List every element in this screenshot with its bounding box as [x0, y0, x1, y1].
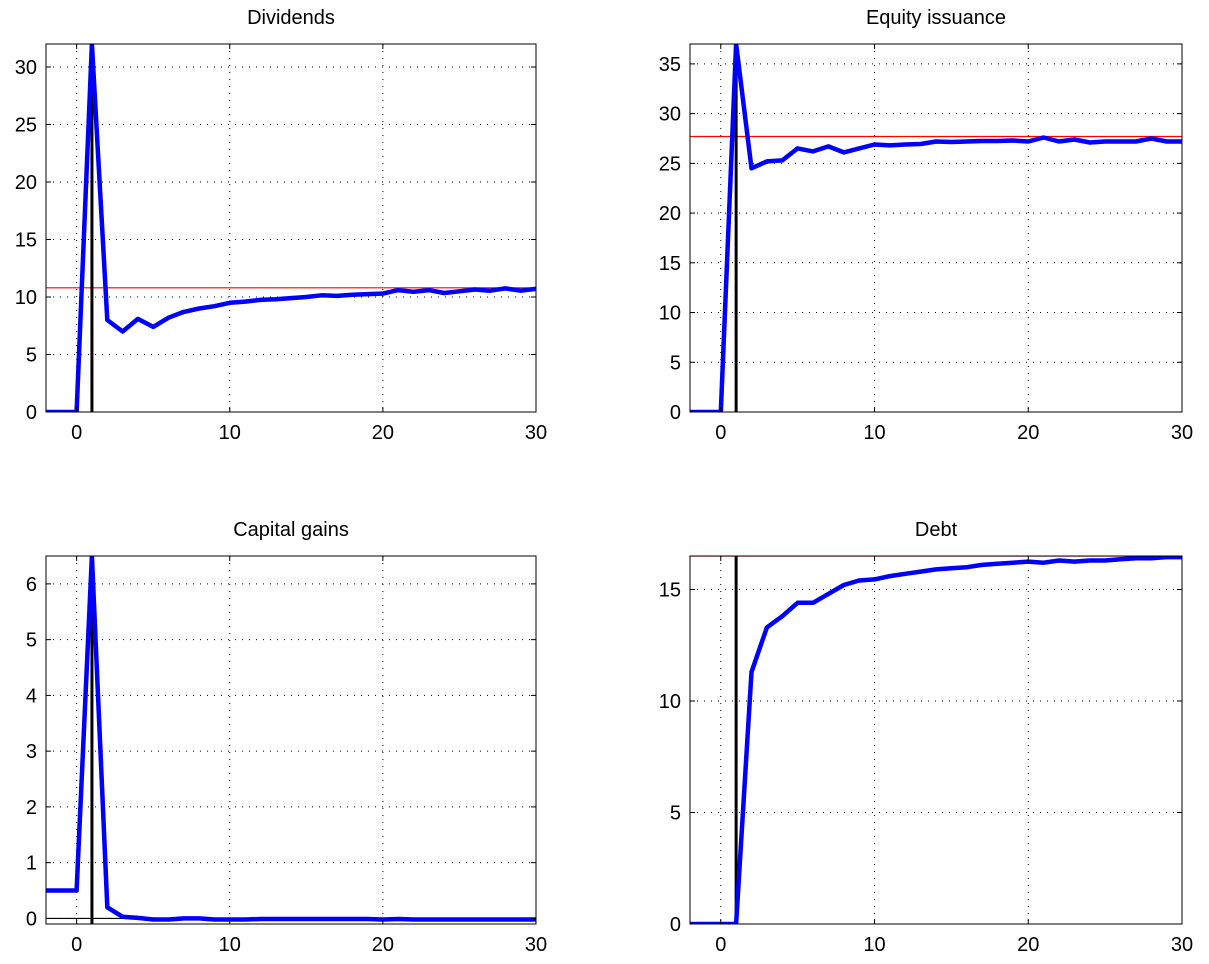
- y-tick-label: 3: [26, 741, 37, 763]
- y-tick-label: 15: [659, 253, 681, 275]
- y-tick-label: 0: [670, 402, 681, 424]
- y-tick-label: 0: [670, 914, 681, 936]
- y-tick-label: 15: [15, 230, 37, 252]
- x-tick-label: 20: [372, 422, 394, 444]
- chart-panel-4: 0 10 20 30 0 5 10 15 Debt: [659, 519, 1193, 956]
- x-tick-label: 0: [71, 422, 82, 444]
- axes-frame: [45, 555, 537, 925]
- y-tick-label: 5: [670, 802, 681, 824]
- axes-frame: [689, 43, 1183, 413]
- chart-panel-3: 0 10 20 30 0 1 2 3 4 5 6 Capital gains: [26, 519, 547, 956]
- x-tick-label: 20: [372, 934, 394, 956]
- plot-area: [46, 44, 536, 412]
- y-tick-label: 30: [659, 104, 681, 126]
- axes-frame: [689, 555, 1183, 925]
- y-tick-label: 4: [26, 685, 37, 707]
- x-tick-label: 30: [525, 422, 547, 444]
- y-tick-label: 35: [659, 54, 681, 76]
- x-tick-label: 0: [71, 934, 82, 956]
- x-tick-label: 10: [863, 422, 885, 444]
- plot-area: [690, 44, 1182, 412]
- y-tick-label: 6: [26, 574, 37, 596]
- x-tick-label: 20: [1017, 422, 1039, 444]
- x-tick-label: 0: [715, 934, 726, 956]
- chart-title: Dividends: [247, 7, 335, 29]
- y-tick-label: 1: [26, 853, 37, 875]
- chart-panel-2: 0 10 20 30 0 5 10 15 20 25 30 35 Equity issuance: [659, 7, 1193, 444]
- y-tick-label: 30: [15, 57, 37, 79]
- y-tick-label: 20: [15, 172, 37, 194]
- x-tick-label: 10: [219, 934, 241, 956]
- y-tick-label: 10: [659, 303, 681, 325]
- y-tick-label: 10: [15, 287, 37, 309]
- x-tick-label: 20: [1017, 934, 1039, 956]
- y-tick-label: 25: [659, 153, 681, 175]
- x-tick-label: 0: [715, 422, 726, 444]
- chart-panel-1: 0 10 20 30 0 5 10 15 20 25 30 Dividends: [15, 7, 547, 444]
- x-tick-label: 10: [219, 422, 241, 444]
- y-tick-label: 5: [670, 352, 681, 374]
- x-tick-label: 30: [525, 934, 547, 956]
- y-tick-label: 25: [15, 115, 37, 137]
- y-tick-label: 10: [659, 691, 681, 713]
- y-tick-label: 2: [26, 797, 37, 819]
- y-tick-label: 0: [26, 908, 37, 930]
- chart-title: Debt: [915, 519, 958, 541]
- chart-title: Equity issuance: [866, 7, 1006, 29]
- y-tick-label: 0: [26, 402, 37, 424]
- y-tick-label: 5: [26, 345, 37, 367]
- axes-frame: [45, 43, 537, 413]
- x-tick-label: 10: [863, 934, 885, 956]
- chart-title: Capital gains: [233, 519, 349, 541]
- y-tick-label: 20: [659, 203, 681, 225]
- plot-area: [46, 556, 536, 924]
- x-tick-label: 30: [1171, 934, 1193, 956]
- plot-area: [690, 556, 1182, 924]
- y-tick-label: 15: [659, 579, 681, 601]
- x-tick-label: 30: [1171, 422, 1193, 444]
- y-tick-label: 5: [26, 630, 37, 652]
